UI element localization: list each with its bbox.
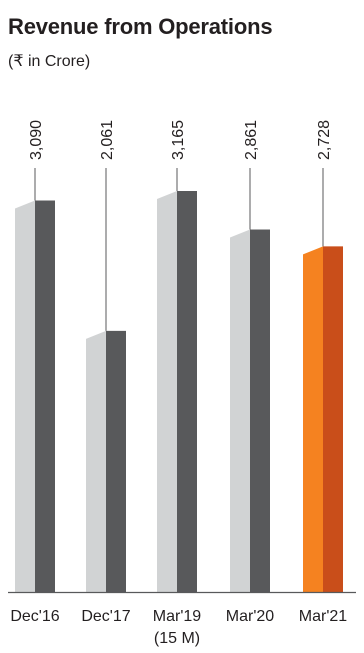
- value-label-1: 2,061: [99, 120, 116, 160]
- bar-back-0: [15, 200, 35, 592]
- category-label-2: Mar'19: [153, 608, 202, 625]
- value-label-0: 3,090: [28, 120, 45, 160]
- category-label-1: Dec'17: [81, 608, 130, 625]
- bar-1: [106, 330, 126, 592]
- category-label-3: Mar'20: [226, 608, 275, 625]
- value-label-4: 2,728: [316, 120, 333, 160]
- category-sublabel-2: (15 M): [154, 630, 200, 647]
- chart-subtitle: (₹ in Crore): [8, 53, 91, 70]
- bar-0: [35, 200, 55, 592]
- bar-2: [177, 191, 197, 592]
- bar-back-3: [230, 229, 250, 592]
- value-label-2: 3,165: [170, 120, 187, 160]
- bar-back-2: [157, 191, 177, 592]
- bar-4: [323, 246, 343, 593]
- bar-back-4: [303, 246, 323, 593]
- chart-title: Revenue from Operations: [8, 14, 273, 39]
- category-label-4: Mar'21: [299, 608, 348, 625]
- category-label-0: Dec'16: [10, 608, 59, 625]
- bar-back-1: [86, 330, 106, 592]
- value-label-3: 2,861: [243, 120, 260, 160]
- bar-3: [250, 229, 270, 592]
